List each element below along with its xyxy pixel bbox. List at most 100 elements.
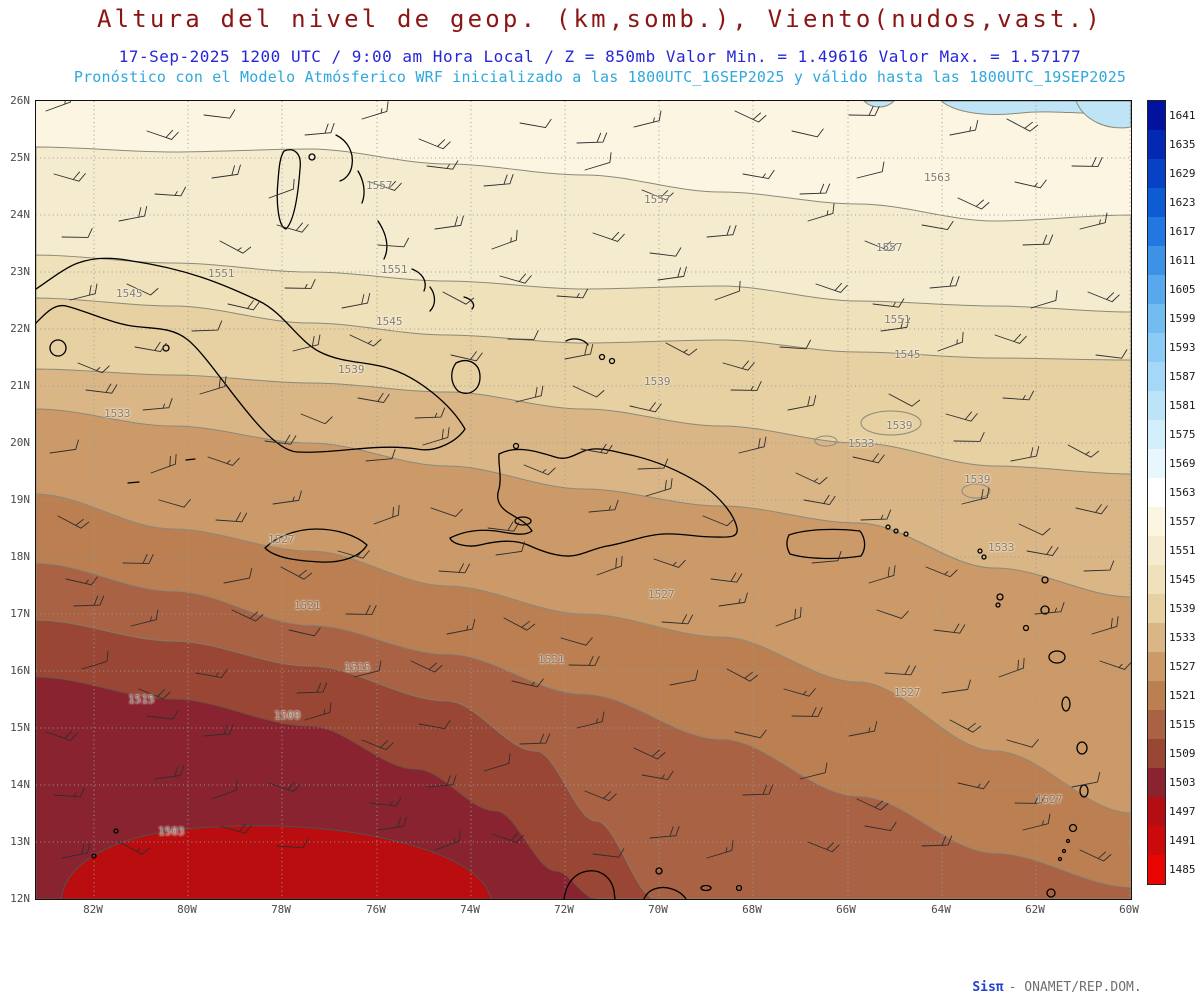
wind-barb (702, 515, 735, 527)
wind-barb (268, 178, 295, 199)
wind-barb (945, 411, 978, 422)
wind-barb (584, 152, 612, 171)
lon-tick-label: 82W (83, 903, 103, 916)
colorbar-label: 1515 (1169, 718, 1196, 731)
wind-barb (369, 797, 402, 807)
wind-barb (519, 733, 551, 745)
wind-barb (142, 397, 173, 411)
wind-barb (49, 439, 79, 454)
wind-barb (361, 101, 389, 120)
wind-barb (1014, 179, 1047, 189)
cuba-coastline (36, 257, 466, 453)
lat-tick-label: 15N (10, 721, 30, 734)
wind-barb (596, 555, 623, 576)
wind-barb (1018, 523, 1051, 536)
colorbar-label: 1503 (1169, 776, 1196, 789)
wind-barb (487, 521, 520, 532)
wind-barb (799, 762, 828, 780)
colorbar-cell (1148, 130, 1165, 159)
wind-barb (852, 453, 885, 464)
lon-tick-label: 74W (460, 903, 480, 916)
wind-barb (499, 273, 532, 284)
wind-barb (734, 729, 767, 739)
lat-tick-label: 20N (10, 436, 30, 449)
wind-barb (657, 266, 687, 281)
bahamas-coastline (276, 134, 616, 394)
wind-barb (791, 128, 824, 138)
wind-barb (730, 381, 762, 391)
colorbar-label: 1605 (1169, 283, 1196, 296)
wind-barb (418, 719, 451, 729)
wind-barb (653, 558, 686, 568)
wind-barb (215, 512, 248, 523)
lon-tick-label: 68W (742, 903, 762, 916)
wind-barb (645, 478, 673, 497)
colorbar-cell (1148, 333, 1165, 362)
wind-barb (280, 566, 313, 580)
colorbar-cell (1148, 507, 1165, 536)
wind-barb (957, 197, 990, 210)
wind-barb (361, 739, 394, 751)
wind-barb (430, 507, 463, 517)
colorbar-cell (1148, 710, 1165, 739)
wind-barb (438, 563, 471, 574)
wind-barb (418, 138, 451, 150)
wind-barb (272, 490, 302, 505)
wind-barb (803, 494, 836, 505)
wind-barb (584, 790, 617, 802)
colorbar-label: 1509 (1169, 747, 1196, 760)
wind-barb (1083, 560, 1115, 572)
wind-barb (65, 576, 98, 586)
wind-barb (799, 183, 831, 195)
wind-barb (353, 660, 382, 678)
wind-barb (665, 342, 698, 356)
wind-barb (73, 595, 105, 607)
wind-barb (734, 110, 767, 123)
wind-barb (515, 385, 544, 403)
wind-barb (1087, 291, 1120, 303)
wind-barb (349, 334, 382, 347)
wind-barb (633, 747, 666, 760)
wind-barb (876, 609, 909, 619)
colorbar-label: 1629 (1169, 167, 1196, 180)
wind-barb (219, 240, 252, 254)
wind-barb (45, 730, 78, 741)
wind-barb (300, 413, 333, 425)
wind-barb (288, 627, 321, 637)
wind-barb (69, 283, 98, 301)
wind-barb (1099, 660, 1131, 670)
wind-barb (1071, 771, 1101, 788)
wind-barb (118, 841, 151, 855)
wind-barb (588, 499, 619, 513)
wind-barb (742, 784, 774, 796)
wind-barb (629, 402, 662, 413)
puerto-rico-coastline (786, 528, 866, 560)
wind-barb (1034, 601, 1065, 615)
wind-barb (807, 203, 835, 222)
colorbar-label: 1623 (1169, 196, 1196, 209)
wind-barb (791, 706, 823, 717)
colorbar-cell (1148, 101, 1165, 130)
wind-barb (422, 427, 450, 446)
wind-barb (856, 161, 885, 179)
colorbar-cell (1148, 652, 1165, 681)
wind-barb (706, 224, 737, 238)
wind-barb (523, 464, 556, 476)
wind-barb (154, 765, 184, 780)
wind-barb (268, 781, 301, 792)
wind-barb (219, 823, 252, 834)
lat-tick-label: 23N (10, 265, 30, 278)
wind-barb (669, 669, 699, 686)
hispaniola-coastline (449, 448, 738, 557)
wind-barb (868, 565, 896, 584)
colorbar-label: 1569 (1169, 457, 1196, 470)
wind-barb (641, 189, 674, 201)
colorbar-cell (1148, 594, 1165, 623)
wind-barb (953, 432, 985, 442)
map-canvas: 1557 1557 1557 1563 1551 1551 1551 1545 1545 1545… (35, 100, 1164, 998)
colorbar-label: 1563 (1169, 486, 1196, 499)
watermark: Sisπ - ONAMET/REP.DOM. (950, 977, 1164, 998)
wind-barb (580, 443, 613, 454)
wind-barb (633, 110, 662, 128)
wind-barb (519, 118, 552, 128)
